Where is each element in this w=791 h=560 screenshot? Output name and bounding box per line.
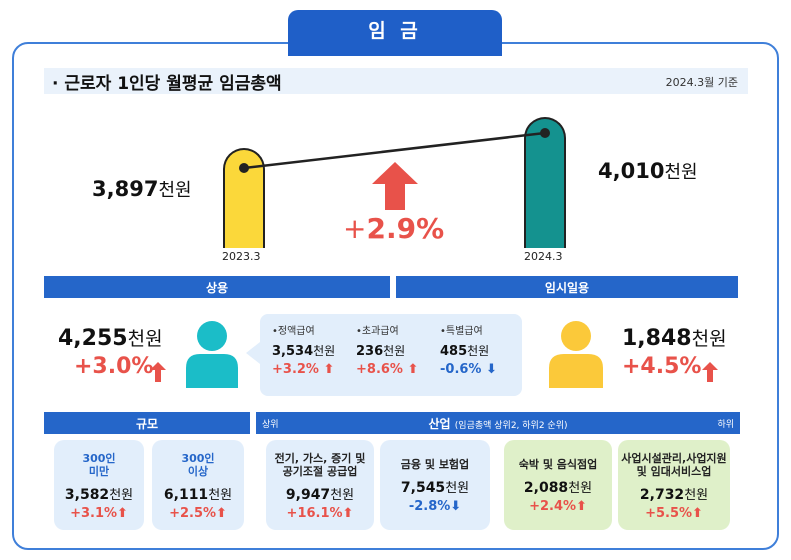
down-arrow-icon: ⬇ (450, 499, 462, 514)
total-change-sign: + (343, 212, 367, 245)
temporary-change-value: +4.5% (622, 354, 702, 379)
card-label: 숙박 및 음식점업 (518, 458, 598, 471)
industry-band-title: 산업 (428, 417, 451, 431)
wage-2023: 3,897천원 (92, 176, 192, 202)
wage-2023-value: 3,897 (92, 177, 159, 201)
card-value: 6,111 (163, 487, 209, 503)
up-arrow-icon (150, 362, 166, 382)
total-change: +2.9% (343, 212, 444, 245)
regular-wage: 4,255천원 (58, 324, 163, 351)
breakdown-label: •정액급여 (272, 326, 315, 337)
card-value: 7,545 (400, 480, 446, 496)
card-unit: 천원 (445, 481, 470, 496)
regular-wage-value: 4,255 (58, 326, 128, 351)
card-change: +2.5% (169, 506, 217, 521)
card-change: +16.1% (286, 506, 343, 521)
industry-card: 사업시설관리,사업지원 및 임대서비스업 2,732천원 +5.5%⬆ (618, 440, 730, 530)
card-label: 300인 (82, 452, 116, 465)
regular-change-value: +3.0% (74, 354, 154, 379)
year-2024: 2024.3 (524, 250, 563, 263)
up-arrow-icon: ⬆ (342, 506, 354, 521)
card-label: 300인 (181, 452, 215, 465)
wage-2023-unit: 천원 (158, 180, 192, 201)
breakdown-value: 236 (356, 344, 384, 359)
card-unit: 천원 (109, 488, 134, 503)
wage-2024: 4,010천원 (598, 158, 698, 184)
page-title: 임 금 (288, 10, 502, 56)
temporary-wage: 1,848천원 (622, 324, 727, 351)
section-header: · 근로자 1인당 월평균 임금총액 2024.3월 기준 (44, 68, 748, 94)
regular-wage-unit: 천원 (127, 328, 163, 350)
breakdown-value: 3,534 (272, 344, 314, 359)
card-label: 사업시설관리,사업지원 (621, 452, 727, 465)
card-label: 미만 (88, 465, 110, 478)
bottom-rank-label: 하위 (717, 420, 734, 430)
breakdown-item: •특별급여 485천원 -0.6% ⬇ (440, 322, 497, 377)
breakdown-value: 485 (440, 344, 468, 359)
bar-2024 (524, 117, 566, 248)
increase-arrow-icon (372, 162, 418, 210)
breakdown-label: •초과급여 (356, 326, 399, 337)
temporary-change: +4.5% (622, 354, 701, 379)
up-arrow-icon: ⬆ (323, 362, 335, 377)
scale-band: 규모 (44, 412, 250, 434)
up-arrow-icon (702, 362, 718, 382)
up-arrow-icon: ⬆ (576, 499, 587, 514)
scale-card: 300인 이상 6,111천원 +2.5%⬆ (152, 440, 244, 530)
year-2023: 2023.3 (222, 250, 261, 263)
card-value: 2,088 (523, 480, 569, 496)
reference-date: 2024.3월 기준 (665, 76, 738, 89)
temporary-wage-unit: 천원 (691, 328, 727, 350)
industry-band-subtitle: (임금총액 상위2, 하위2 순위) (454, 421, 568, 431)
breakdown-unit: 천원 (383, 344, 406, 358)
regular-breakdown: •정액급여 3,534천원 +3.2% ⬆ •초과급여 236천원 +8.6% … (246, 314, 522, 396)
breakdown-unit: 천원 (467, 344, 490, 358)
card-change: +3.1% (70, 506, 118, 521)
breakdown-change: -0.6% (440, 362, 482, 377)
breakdown-change: +8.6% (356, 362, 403, 377)
section-heading: · 근로자 1인당 월평균 임금총액 (52, 74, 282, 94)
top-rank-label: 상위 (262, 420, 279, 430)
card-label: 공기조절 공급업 (282, 465, 358, 478)
up-arrow-icon: ⬆ (692, 506, 703, 521)
total-change-value: 2.9% (366, 212, 445, 245)
card-change: +5.5% (645, 506, 693, 521)
breakdown-item: •초과급여 236천원 +8.6% ⬆ (356, 322, 418, 377)
up-arrow-icon: ⬆ (407, 362, 419, 377)
industry-band: 상위 산업 (임금총액 상위2, 하위2 순위) 하위 (256, 412, 740, 434)
breakdown-item: •정액급여 3,534천원 +3.2% ⬆ (272, 322, 335, 377)
card-unit: 천원 (330, 488, 355, 503)
card-unit: 천원 (568, 481, 593, 496)
card-change: -2.8% (408, 499, 451, 514)
up-arrow-icon: ⬆ (216, 506, 227, 521)
breakdown-unit: 천원 (313, 344, 336, 358)
card-value: 9,947 (285, 487, 331, 503)
regular-worker-icon (186, 321, 238, 388)
breakdown-change: +3.2% (272, 362, 319, 377)
card-value: 3,582 (64, 487, 110, 503)
card-value: 2,732 (639, 487, 685, 503)
regular-change: +3.0% (74, 354, 153, 379)
regular-band: 상용 (44, 276, 390, 298)
temporary-worker-icon (549, 321, 603, 388)
card-label: 금융 및 보험업 (400, 458, 470, 471)
card-label: 및 임대서비스업 (636, 465, 712, 478)
industry-card: 전기, 가스, 증기 및 공기조절 공급업 9,947천원 +16.1%⬆ (266, 440, 374, 530)
scale-card: 300인 미만 3,582천원 +3.1%⬆ (54, 440, 144, 530)
card-label: 전기, 가스, 증기 및 (274, 452, 366, 465)
temporary-wage-value: 1,848 (622, 326, 692, 351)
down-arrow-icon: ⬇ (485, 362, 497, 377)
temporary-band: 임시일용 (396, 276, 738, 298)
card-unit: 천원 (208, 488, 233, 503)
card-unit: 천원 (684, 488, 709, 503)
card-label: 이상 (187, 465, 209, 478)
industry-card: 금융 및 보험업 7,545천원 -2.8%⬇ (380, 440, 490, 530)
up-arrow-icon: ⬆ (117, 506, 128, 521)
breakdown-label: •특별급여 (440, 326, 483, 337)
wage-2024-unit: 천원 (664, 162, 698, 183)
wage-2024-value: 4,010 (598, 159, 665, 183)
card-change: +2.4% (529, 499, 577, 514)
industry-card: 숙박 및 음식점업 2,088천원 +2.4%⬆ (504, 440, 612, 530)
